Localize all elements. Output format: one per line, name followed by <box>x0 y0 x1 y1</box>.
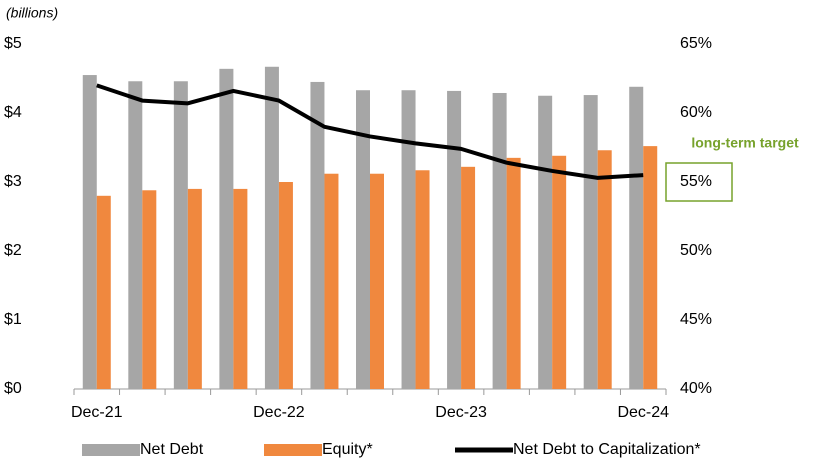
y2-tick-label: 65% <box>680 35 712 52</box>
bar <box>538 95 553 389</box>
bar <box>506 157 521 389</box>
bar <box>461 166 476 389</box>
bar <box>492 92 507 390</box>
y2-tick-label: 40% <box>680 380 712 397</box>
bar <box>597 150 612 389</box>
legend-label: Equity* <box>322 441 373 458</box>
x-tick-label: Dec-23 <box>435 404 487 421</box>
y2-tick-label: 45% <box>680 311 712 328</box>
bar <box>415 170 430 389</box>
legend-swatch <box>82 444 140 456</box>
bar <box>96 195 111 389</box>
bar <box>370 173 384 389</box>
x-tick-label: Dec-21 <box>71 404 123 421</box>
x-tick-label: Dec-24 <box>617 404 669 421</box>
bar <box>552 155 567 389</box>
bar <box>356 90 370 389</box>
legend-label: Net Debt <box>140 441 204 458</box>
y-tick-label: $2 <box>4 242 22 259</box>
y2-tick-label: 55% <box>680 173 712 190</box>
y-tick-label: $3 <box>4 173 22 190</box>
legend-swatch <box>264 444 322 456</box>
bar <box>401 90 416 389</box>
line-series <box>96 83 644 180</box>
bar <box>643 146 658 389</box>
bar <box>187 188 202 389</box>
bar <box>219 68 234 389</box>
y-tick-label: $4 <box>4 104 22 121</box>
y-tick-label: $0 <box>4 380 22 397</box>
x-tick-label: Dec-22 <box>253 404 305 421</box>
bar <box>447 90 462 390</box>
bar <box>233 188 248 389</box>
y-axis-label: (billions) <box>6 5 58 21</box>
y2-tick-label: 50% <box>680 242 712 259</box>
legend-label: Net Debt to Capitalization* <box>513 441 701 458</box>
y-tick-label: $5 <box>4 35 22 52</box>
bar <box>173 81 188 389</box>
bar <box>324 173 339 389</box>
bar <box>142 190 157 389</box>
bar <box>278 182 293 389</box>
bar <box>128 81 143 389</box>
bar <box>583 95 598 389</box>
bar <box>629 86 644 389</box>
bar <box>82 75 97 390</box>
target-label: long-term target <box>691 135 799 151</box>
y-tick-label: $1 <box>4 311 22 328</box>
bar <box>310 81 325 389</box>
y2-tick-label: 60% <box>680 104 712 121</box>
bar <box>264 66 279 390</box>
target-box <box>665 162 733 202</box>
